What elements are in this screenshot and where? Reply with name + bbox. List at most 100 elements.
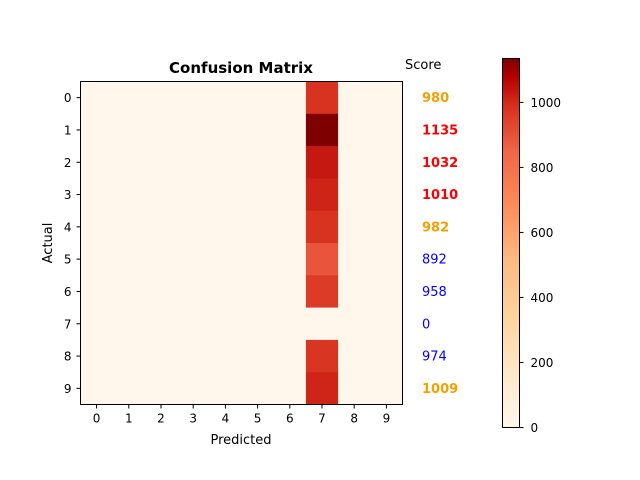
heatmap-cell-1-3 bbox=[177, 113, 210, 147]
heatmap-cell-2-4 bbox=[209, 146, 242, 179]
chart-title: Confusion Matrix bbox=[169, 59, 313, 77]
heatmap-cell-7-3 bbox=[177, 307, 210, 341]
heatmap-cell-5-8 bbox=[338, 243, 371, 276]
heatmap-cell-0-4 bbox=[209, 81, 242, 115]
heatmap-cell-8-8 bbox=[338, 339, 371, 373]
heatmap-cell-1-4 bbox=[209, 113, 242, 147]
score-header: Score bbox=[405, 58, 441, 73]
colorbar-tick-label: 600 bbox=[531, 226, 554, 240]
heatmap-cell-9-6 bbox=[273, 372, 307, 405]
heatmap-cell-0-9 bbox=[370, 81, 403, 115]
heatmap-cell-0-5 bbox=[241, 81, 275, 115]
x-tick-label: 4 bbox=[222, 412, 230, 426]
heatmap-cell-3-1 bbox=[112, 178, 146, 212]
heatmap-cell-9-5 bbox=[241, 372, 275, 405]
heatmap-cell-4-0 bbox=[80, 210, 114, 244]
heatmap-cell-9-4 bbox=[209, 372, 242, 405]
score-column: 980 1135 1032 1010 982 892 958 0 974 1009 bbox=[422, 91, 458, 397]
score-label: 1010 bbox=[422, 188, 458, 203]
heatmap-cell-6-1 bbox=[112, 275, 146, 308]
heatmap-cell-3-7 bbox=[305, 178, 339, 212]
heatmap-cell-2-0 bbox=[80, 146, 114, 179]
heatmap-cell-0-0 bbox=[80, 81, 114, 115]
heatmap-cell-3-5 bbox=[241, 178, 275, 212]
score-label: 1135 bbox=[422, 123, 458, 138]
score-label: 982 bbox=[422, 220, 449, 235]
heatmap-cell-9-2 bbox=[144, 372, 178, 405]
y-tick-label: 6 bbox=[64, 285, 72, 299]
heatmap-cell-2-6 bbox=[273, 146, 307, 179]
heatmap-cell-9-7 bbox=[305, 372, 339, 405]
colorbar-tick-label: 800 bbox=[531, 161, 554, 175]
heatmap-cell-0-3 bbox=[177, 81, 210, 115]
heatmap-cell-7-0 bbox=[80, 307, 114, 341]
colorbar-tick-label: 400 bbox=[531, 291, 554, 305]
heatmap-cell-6-8 bbox=[338, 275, 371, 308]
heatmap-cell-7-7 bbox=[305, 307, 339, 341]
colorbar-tick-label: 0 bbox=[531, 421, 539, 435]
colorbar bbox=[502, 58, 520, 428]
heatmap-cell-8-5 bbox=[241, 339, 275, 373]
heatmap-cell-1-8 bbox=[338, 113, 371, 147]
heatmap-cell-3-6 bbox=[273, 178, 307, 212]
heatmap-cell-8-3 bbox=[177, 339, 210, 373]
heatmap-cells bbox=[80, 81, 403, 405]
heatmap-cell-5-1 bbox=[112, 243, 146, 276]
heatmap-cell-0-8 bbox=[338, 81, 371, 115]
y-tick-label: 3 bbox=[64, 188, 72, 202]
heatmap-cell-4-2 bbox=[144, 210, 178, 244]
score-label: 980 bbox=[422, 91, 449, 106]
heatmap-cell-7-6 bbox=[273, 307, 307, 341]
heatmap-cell-0-7 bbox=[305, 81, 339, 115]
heatmap-cell-4-9 bbox=[370, 210, 403, 244]
heatmap-cell-6-3 bbox=[177, 275, 210, 308]
heatmap-cell-6-5 bbox=[241, 275, 275, 308]
y-axis: 0 1 2 3 4 5 6 7 8 9 bbox=[64, 91, 81, 396]
heatmap-cell-5-9 bbox=[370, 243, 403, 276]
x-tick-label: 5 bbox=[254, 412, 262, 426]
y-tick-label: 8 bbox=[64, 350, 72, 364]
score-label: 958 bbox=[422, 285, 447, 300]
heatmap-cell-6-6 bbox=[273, 275, 307, 308]
heatmap-cell-5-0 bbox=[80, 243, 114, 276]
x-tick-label: 2 bbox=[157, 412, 165, 426]
heatmap-cell-9-3 bbox=[177, 372, 210, 405]
heatmap-cell-5-2 bbox=[144, 243, 178, 276]
y-tick-label: 5 bbox=[64, 253, 72, 267]
heatmap-cell-2-5 bbox=[241, 146, 275, 179]
heatmap-cell-7-1 bbox=[112, 307, 146, 341]
heatmap-cell-2-8 bbox=[338, 146, 371, 179]
heatmap-cell-7-2 bbox=[144, 307, 178, 341]
heatmap-cell-8-9 bbox=[370, 339, 403, 373]
heatmap-cell-0-1 bbox=[112, 81, 146, 115]
y-tick-label: 4 bbox=[64, 220, 72, 234]
heatmap-cell-1-9 bbox=[370, 113, 403, 147]
y-tick-label: 9 bbox=[64, 382, 72, 396]
heatmap-cell-2-7 bbox=[305, 146, 339, 179]
plot-frame bbox=[80, 81, 403, 405]
heatmap-cell-6-7 bbox=[305, 275, 339, 308]
heatmap-cell-4-8 bbox=[338, 210, 371, 244]
heatmap-cell-2-2 bbox=[144, 146, 178, 179]
y-tick-label: 7 bbox=[64, 317, 72, 331]
heatmap-cell-7-8 bbox=[338, 307, 371, 341]
heatmap-cell-4-7 bbox=[305, 210, 339, 244]
heatmap-cell-4-1 bbox=[112, 210, 146, 244]
heatmap-cell-4-6 bbox=[273, 210, 307, 244]
heatmap-cell-1-0 bbox=[80, 113, 114, 147]
heatmap-cell-3-0 bbox=[80, 178, 114, 212]
heatmap-cell-0-2 bbox=[144, 81, 178, 115]
x-tick-label: 1 bbox=[125, 412, 133, 426]
score-label: 1009 bbox=[422, 382, 458, 397]
x-tick-label: 9 bbox=[383, 412, 391, 426]
heatmap-cell-5-7 bbox=[305, 243, 339, 276]
x-tick-label: 0 bbox=[93, 412, 101, 426]
colorbar-tick-label: 1000 bbox=[531, 96, 562, 110]
score-label: 892 bbox=[422, 253, 447, 268]
heatmap-cell-6-9 bbox=[370, 275, 403, 308]
score-label: 0 bbox=[422, 317, 430, 332]
x-tick-label: 3 bbox=[189, 412, 197, 426]
heatmap-cell-1-1 bbox=[112, 113, 146, 147]
heatmap-cell-9-8 bbox=[338, 372, 371, 405]
heatmap-cell-7-4 bbox=[209, 307, 242, 341]
